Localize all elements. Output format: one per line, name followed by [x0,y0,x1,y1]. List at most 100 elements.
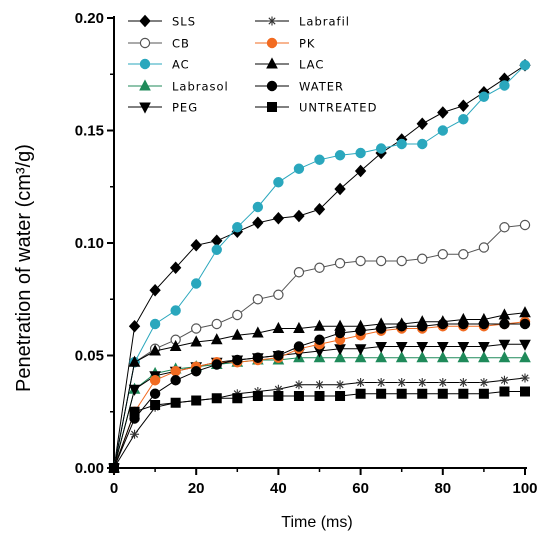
data-point-peg [416,342,429,354]
data-point-water [396,321,407,332]
data-point-labrafil [438,378,448,387]
data-point-labrasol [519,351,531,363]
data-point-untreated [211,393,222,404]
data-point-labrafil [315,380,324,390]
data-point-labrasol [498,351,511,363]
data-point-lac [190,335,203,347]
data-point-labrafil [376,378,386,387]
data-point-ac [149,318,161,330]
data-point-ac [334,150,346,161]
legend-swatch-marker [266,37,278,49]
legend-label: SLS [172,15,196,29]
legend-swatch-marker [267,16,277,26]
data-point-cb [478,242,490,253]
data-point-peg [457,342,470,354]
data-point-water [314,334,325,345]
legend-item-water: WATER [255,80,343,94]
data-point-cb [437,249,448,260]
y-tick-label: 0.10 [75,235,104,252]
data-point-labrafil [356,378,366,387]
data-point-sls [437,106,449,119]
data-point-water [458,318,469,330]
data-point-untreated [458,388,469,399]
data-point-water [355,325,366,336]
data-point-untreated [520,386,530,397]
data-point-water [334,327,346,339]
data-point-lac [169,339,182,351]
data-point-pk [170,366,181,377]
legend-label: CB [172,37,190,51]
data-point-cb [334,258,346,269]
legend-swatch-marker [139,58,151,70]
legend-label: AC [172,58,190,72]
data-point-peg [519,339,531,351]
data-point-untreated [314,391,325,401]
data-point-water [170,375,181,386]
data-point-lac [210,333,223,345]
data-point-ac [458,114,469,125]
y-tick-label: 0.20 [75,10,104,27]
legend-swatch-marker [266,80,278,92]
data-point-cb [355,255,366,267]
data-point-water [293,341,305,352]
data-point-water [375,323,387,334]
legend-swatch-marker [139,79,151,91]
data-point-cb [314,262,325,273]
data-point-ac [252,201,264,213]
data-point-cb [519,219,531,231]
data-point-ac [396,138,407,150]
legend-item-labrafil: Labrafil [255,15,349,29]
data-point-cb [458,249,469,260]
data-point-untreated [355,388,366,399]
legend-label: PEG [172,101,198,115]
data-point-untreated [252,391,263,401]
data-point-untreated [129,406,140,417]
data-point-water [417,321,428,332]
data-point-cb [293,267,305,278]
data-point-labrasol [416,351,429,363]
data-point-water [211,359,222,370]
data-point-sls [128,320,141,333]
data-point-cb [211,318,222,330]
data-point-labrafil [335,380,345,390]
data-point-lac [128,355,141,367]
legend-item-untreated: UNTREATED [255,101,376,115]
data-point-cb [232,309,243,321]
y-tick-label: 0.05 [75,348,104,365]
data-point-sls [169,261,182,274]
data-point-labrafil [130,429,140,439]
legend-item-cb: CB [128,37,190,51]
data-point-sls [457,99,470,112]
data-point-untreated [376,388,387,399]
data-point-sls [149,284,161,297]
data-point-cb [252,294,264,305]
data-point-sls [313,203,326,216]
data-point-cb [273,289,284,300]
data-point-water [499,318,510,330]
y-tick-label: 0.00 [75,460,104,477]
data-point-untreated [499,386,510,397]
data-point-ac [478,91,490,102]
legend-label: PK [299,37,315,51]
data-point-ac [417,138,428,150]
data-point-untreated [478,388,489,399]
data-point-peg [478,342,490,354]
data-point-cb [499,222,510,233]
data-point-untreated [170,397,181,408]
series-layer [108,59,531,475]
data-point-peg [436,342,449,354]
data-point-labrasol [334,351,346,363]
legend-item-sls: SLS [128,15,196,29]
x-tick-label: 60 [352,480,369,497]
data-point-ac [170,305,181,316]
legend-label: LAC [299,58,324,72]
x-tick-label: 0 [110,480,118,497]
x-tick-label: 20 [188,480,205,497]
data-point-water [437,318,448,330]
data-point-lac [149,344,161,356]
data-point-labrafil [479,378,489,387]
data-point-untreated [293,391,304,401]
legend-item-lac: LAC [255,57,324,72]
data-point-sls [293,209,305,223]
